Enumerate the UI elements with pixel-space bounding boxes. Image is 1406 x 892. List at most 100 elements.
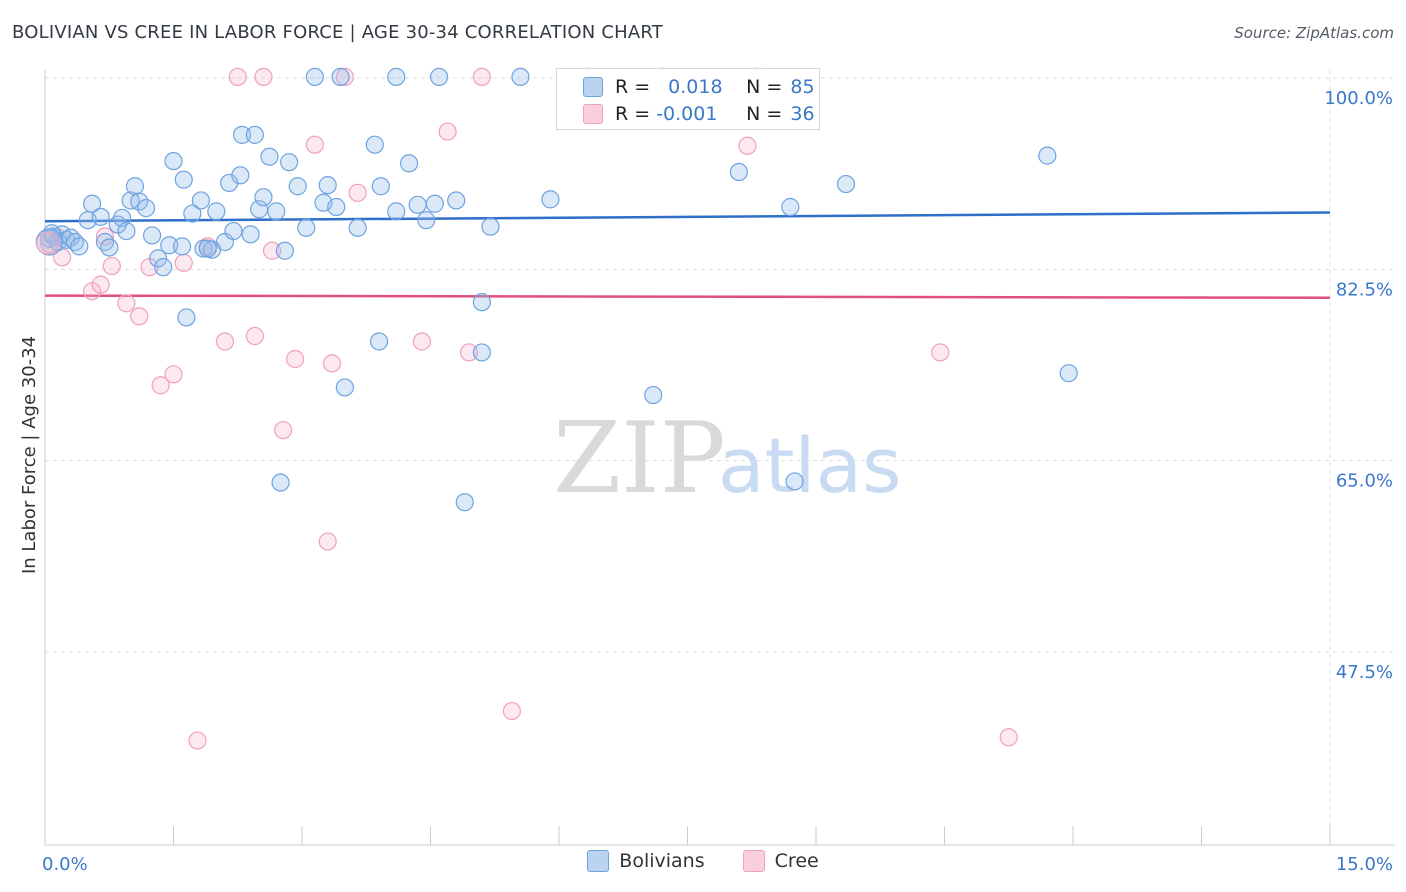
- data-point-bolivians: [447, 191, 466, 210]
- r-value: 0.018: [668, 76, 723, 98]
- data-point-cree: [102, 256, 121, 276]
- data-point-bolivians: [371, 177, 390, 196]
- stats-legend: R = 0.018 N = 85 R = -0.001 N = 36: [556, 68, 820, 130]
- data-point-bolivians: [288, 177, 307, 196]
- data-point-bolivians: [70, 237, 89, 256]
- data-point-cree: [95, 227, 115, 246]
- data-point-cree: [262, 241, 282, 260]
- data-point-bolivians: [191, 191, 211, 210]
- data-point-bolivians: [370, 332, 389, 351]
- legend-item-bolivians[interactable]: Bolivians: [587, 850, 705, 872]
- data-point-cree: [286, 349, 305, 369]
- data-point-bolivians: [425, 194, 444, 213]
- data-point-cree: [254, 67, 273, 87]
- data-point-cree: [931, 343, 950, 362]
- chart-title: BOLIVIAN VS CREE IN LABOR FORCE | AGE 30…: [12, 22, 663, 43]
- watermark-zip: ZIP: [553, 402, 726, 516]
- data-point-bolivians: [224, 221, 243, 241]
- x-tick-label: 15.0%: [1336, 854, 1393, 875]
- watermark-atlas: atlas: [718, 421, 902, 510]
- data-point-bolivians: [232, 125, 252, 144]
- stats-row-bolivians: R = 0.018 N = 85: [557, 73, 819, 101]
- x-tick-label: 0.0%: [42, 854, 88, 875]
- data-point-cree: [502, 701, 521, 721]
- data-point-cree: [472, 67, 491, 87]
- n-value: 85: [790, 76, 815, 98]
- data-point-bolivians: [142, 226, 162, 245]
- data-point-bolivians: [472, 343, 491, 362]
- tick-labels: 100.0% 82.5% 65.0% 47.5% 0.0% 15.0%: [42, 88, 1393, 875]
- data-point-bolivians: [387, 202, 406, 221]
- data-point-bolivians: [231, 166, 250, 185]
- data-point-bolivians: [335, 378, 354, 397]
- data-point-bolivians: [154, 258, 173, 277]
- data-point-cree: [738, 136, 757, 155]
- data-point-bolivians: [399, 154, 419, 173]
- data-point-bolivians: [297, 218, 316, 237]
- data-point-cree: [188, 731, 207, 750]
- data-point-bolivians: [280, 153, 299, 172]
- trend-lines: [44, 211, 1331, 300]
- data-point-bolivians: [331, 67, 350, 87]
- r-label: R =: [615, 103, 651, 125]
- y-tick-label: 47.5%: [1336, 662, 1393, 683]
- data-point-bolivians: [455, 493, 474, 512]
- data-point-bolivians: [305, 67, 324, 87]
- legend-item-cree[interactable]: Cree: [742, 850, 819, 872]
- bottom-legend: Bolivians Cree: [0, 850, 1406, 877]
- data-point-bolivians: [271, 473, 290, 492]
- data-point-bolivians: [130, 192, 149, 211]
- data-point-bolivians: [164, 151, 183, 171]
- y-tick-label: 65.0%: [1336, 471, 1393, 492]
- data-point-bolivians: [100, 238, 119, 257]
- data-point-bolivians: [198, 239, 217, 258]
- data-point-bolivians: [417, 211, 436, 230]
- data-point-bolivians: [136, 199, 156, 218]
- data-point-cree: [164, 365, 183, 384]
- data-point-bolivians: [481, 217, 500, 236]
- data-point-bolivians: [275, 241, 294, 260]
- data-point-bolivians: [729, 162, 749, 182]
- data-point-bolivians: [348, 218, 367, 237]
- data-point-bolivians: [781, 197, 800, 217]
- data-point-bolivians: [429, 67, 449, 87]
- data-point-bolivians: [125, 177, 145, 196]
- data-point-cree: [335, 67, 354, 87]
- data-point-bolivians: [511, 67, 530, 87]
- data-point-cree: [318, 532, 337, 551]
- stats-row-cree: R = -0.001 N = 36: [557, 100, 819, 128]
- data-point-cree: [274, 420, 293, 440]
- data-point-bolivians: [207, 202, 226, 221]
- source-label: Source: ZipAtlas.com: [1234, 24, 1394, 42]
- data-point-bolivians: [836, 174, 856, 194]
- data-point-bolivians: [644, 385, 663, 405]
- legend-label-cree: Cree: [774, 850, 819, 872]
- data-point-cree: [305, 135, 324, 154]
- legend-label-bolivians: Bolivians: [619, 850, 705, 872]
- data-point-bolivians: [172, 237, 192, 256]
- data-point-bolivians: [318, 176, 337, 195]
- bolivians-legend-swatch: [587, 850, 610, 872]
- data-point-bolivians: [183, 204, 202, 223]
- data-point-bolivians: [245, 125, 264, 144]
- data-point-cree: [130, 307, 149, 326]
- data-point-cree: [999, 728, 1018, 747]
- data-point-bolivians: [83, 194, 102, 213]
- y-tick-label: 82.5%: [1336, 279, 1393, 300]
- data-point-cree: [151, 376, 170, 395]
- data-point-bolivians: [117, 221, 136, 241]
- data-point-cree: [348, 183, 367, 202]
- data-point-cree: [245, 326, 264, 346]
- data-points: [35, 67, 1078, 750]
- data-point-bolivians: [91, 207, 110, 226]
- data-point-cree: [322, 354, 342, 373]
- r-label: R =: [615, 76, 651, 98]
- data-point-cree: [228, 67, 247, 87]
- data-point-bolivians: [260, 147, 279, 166]
- n-label: N =: [746, 103, 783, 125]
- data-point-bolivians: [541, 190, 560, 209]
- data-point-bolivians: [148, 249, 168, 268]
- data-point-bolivians: [267, 202, 286, 221]
- y-axis-label: In Labor Force | Age 30-34: [19, 336, 40, 574]
